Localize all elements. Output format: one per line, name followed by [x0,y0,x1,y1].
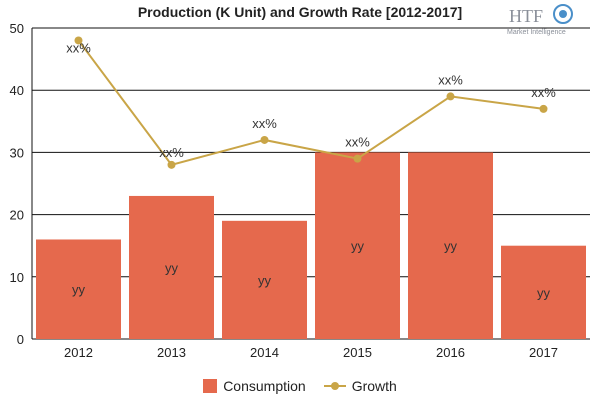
growth-point [539,104,548,113]
bar-data-label: yy [72,282,86,297]
legend-swatch-consumption [203,379,218,393]
growth-data-label: xx% [252,116,277,131]
y-tick-label: 10 [10,270,24,285]
bar-data-label: yy [351,239,365,254]
bar-2013 [129,195,214,339]
growth-data-label: xx% [66,40,91,55]
bar-2016 [408,152,493,339]
x-tick-label: 2012 [64,345,93,360]
y-tick-label: 0 [17,332,24,347]
y-tick-label: 30 [10,145,24,160]
svg-text:HTF: HTF [509,6,543,26]
growth-line [77,39,544,166]
growth-point [74,36,83,45]
bar-2017 [501,245,586,339]
legend-label-consumption: Consumption [223,378,306,394]
legend-item-growth: Growth [323,378,397,394]
growth-point [167,160,176,169]
x-tick-label: 2015 [343,345,372,360]
x-tick-label: 2013 [157,345,186,360]
growth-data-label: xx% [438,72,463,87]
growth-data-label: xx% [345,135,370,150]
legend-item-consumption: Consumption [203,378,306,394]
y-tick-label: 20 [10,208,24,223]
bar-data-label: yy [537,285,551,300]
growth-point [260,135,269,144]
x-tick-label: 2016 [436,345,465,360]
growth-data-label: xx% [531,85,556,100]
bar-data-label: yy [444,239,458,254]
htf-logo: HTF Market Intelligence [507,4,573,36]
y-tick-label: 50 [10,21,24,36]
growth-data-label: xx% [159,145,184,160]
bar-2014 [222,220,307,339]
chart-title: Production (K Unit) and Growth Rate [201… [137,4,463,20]
legend-label-growth: Growth [351,378,397,394]
legend: Consumption Growth [0,378,600,394]
legend-swatch-growth [323,379,346,393]
bar-2015 [315,152,400,339]
x-tick-label: 2017 [529,345,558,360]
bar-2012 [36,239,121,339]
svg-text:Market Intelligence: Market Intelligence [507,29,566,36]
growth-point [446,92,455,101]
growth-point [353,154,362,163]
bar-data-label: yy [258,273,272,288]
x-tick-label: 2014 [250,345,279,360]
y-tick-label: 40 [10,83,24,98]
bar-data-label: yy [165,260,179,275]
